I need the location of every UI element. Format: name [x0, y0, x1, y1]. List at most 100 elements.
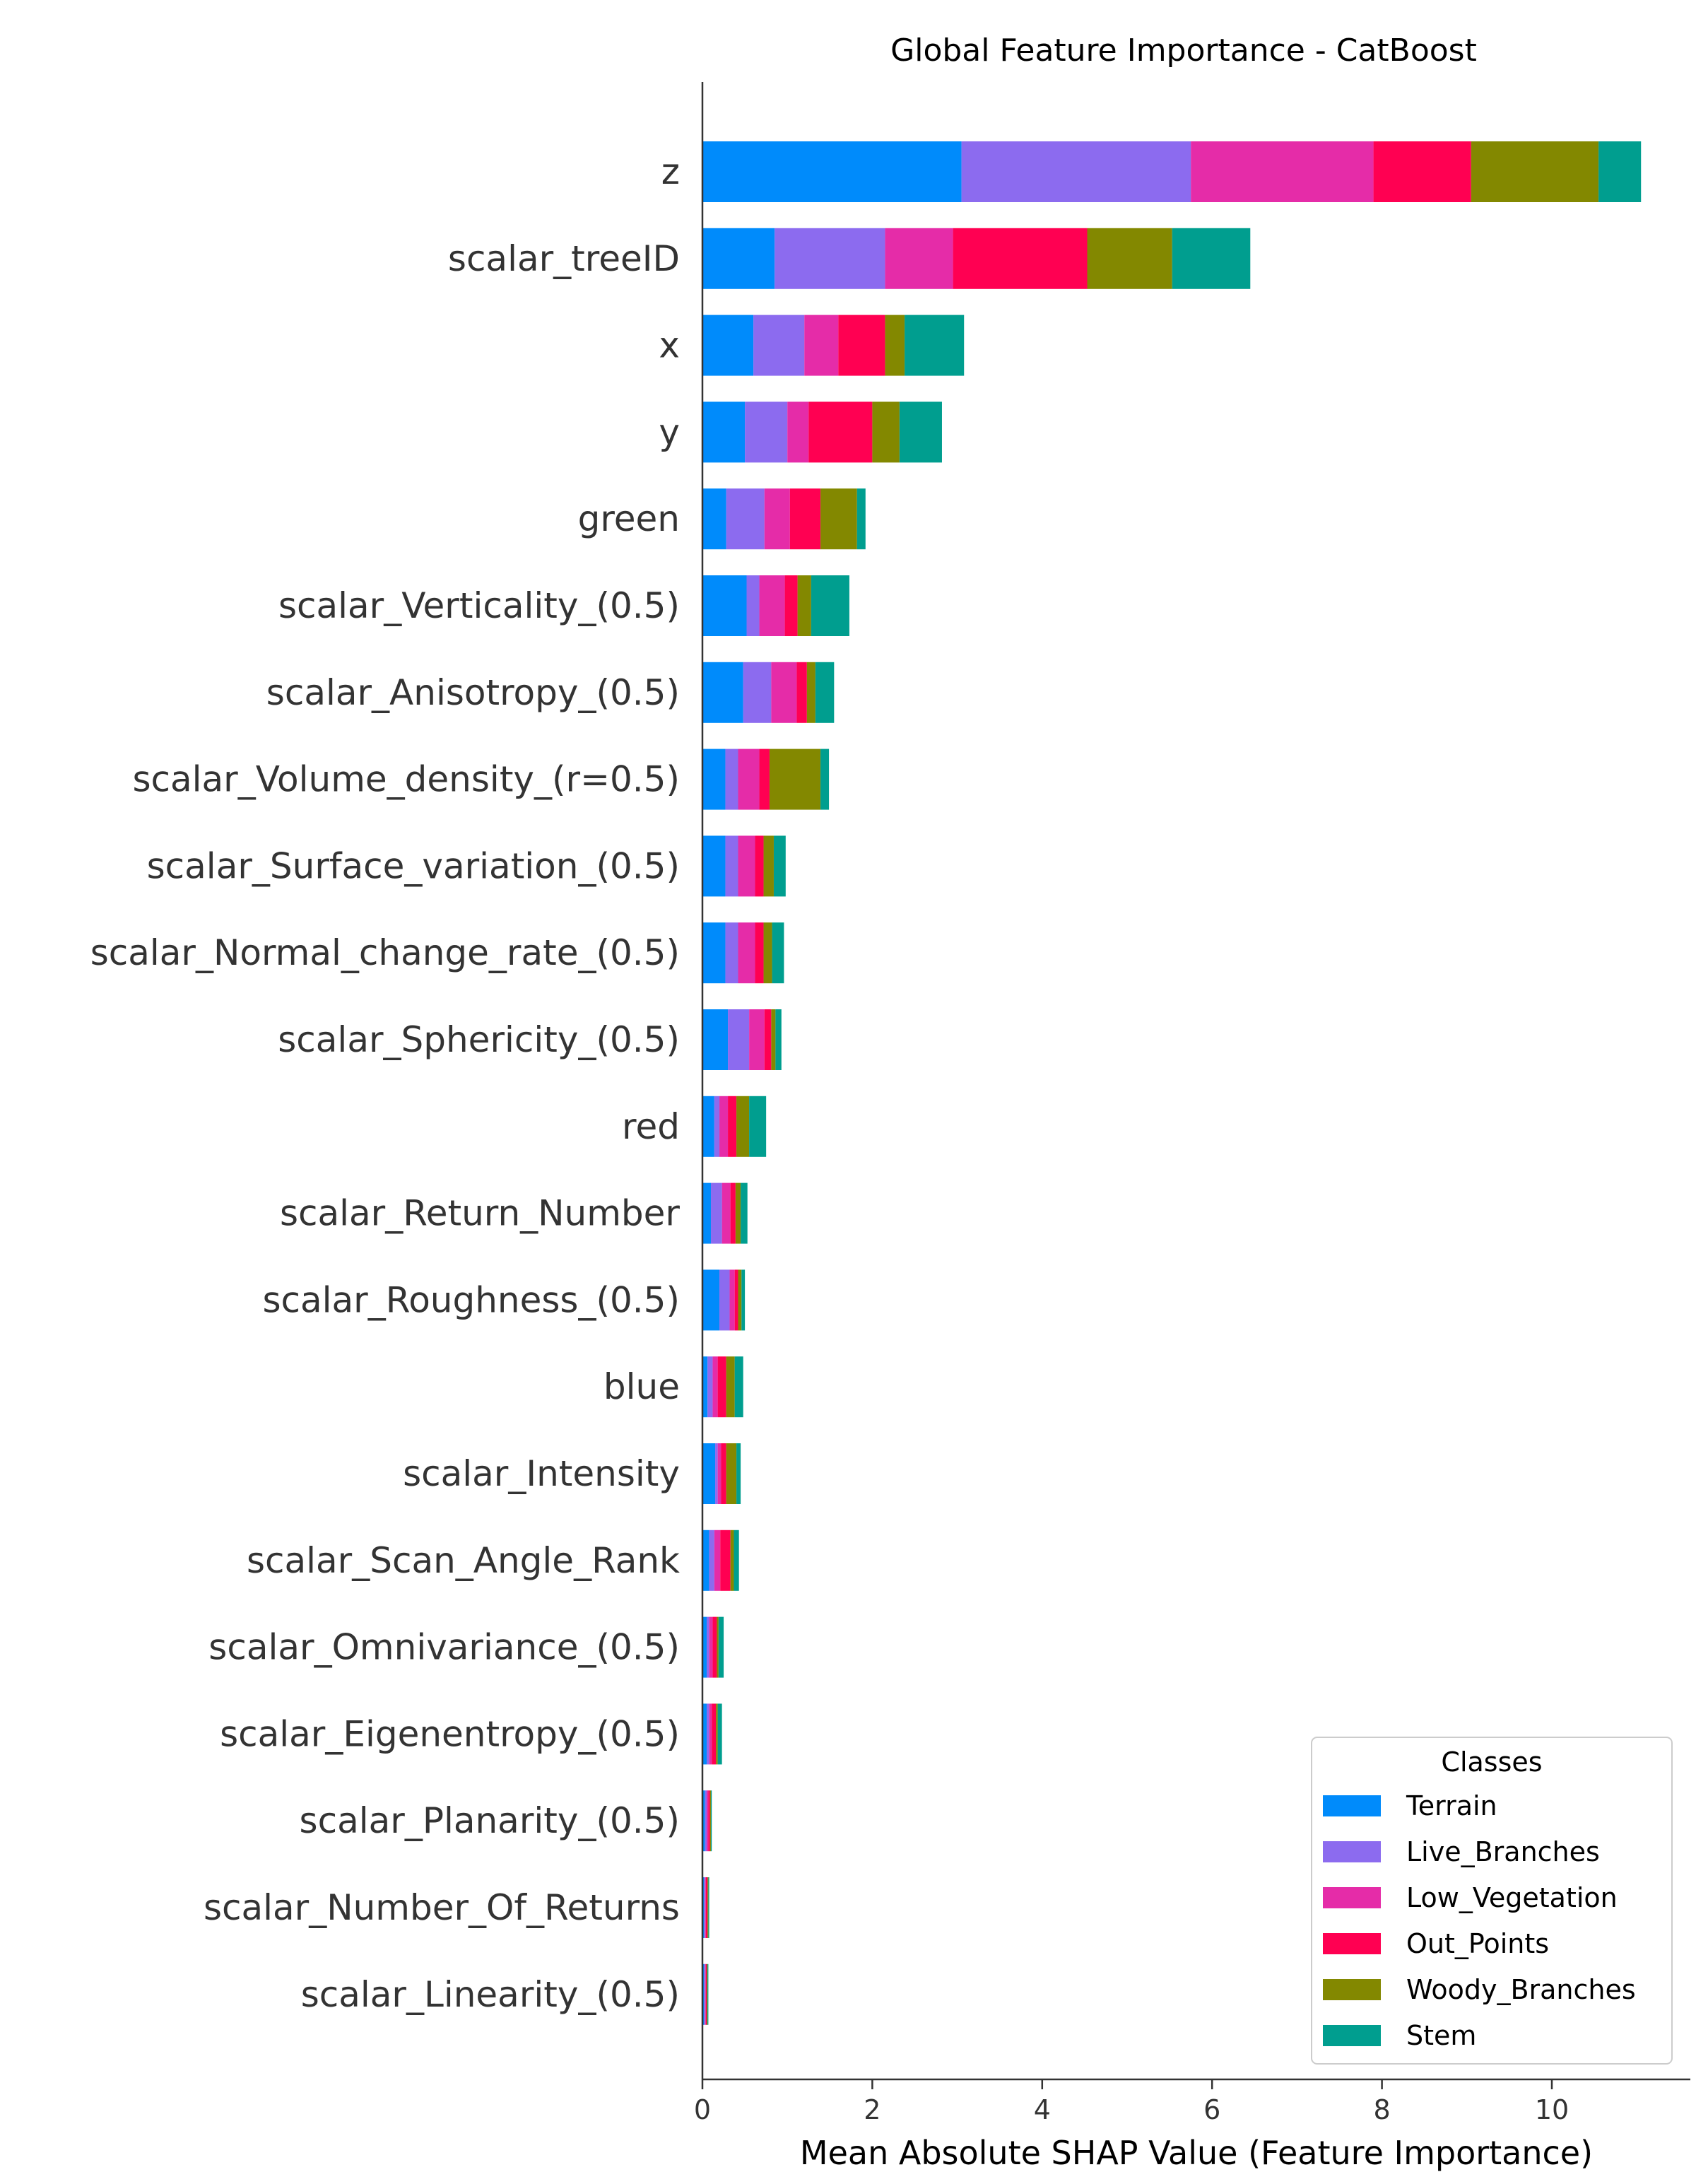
- bar-segment: [709, 1790, 712, 1852]
- bar-segment: [702, 488, 726, 550]
- legend-label: Out_Points: [1406, 1928, 1549, 1959]
- y-tick-label: scalar_Number_Of_Returns: [204, 1887, 680, 1928]
- bar-segment: [953, 228, 1088, 289]
- bar-segment: [715, 1443, 718, 1504]
- y-tick-label: scalar_Verticality_(0.5): [278, 585, 680, 626]
- bar-segment: [726, 488, 765, 550]
- bar-segment: [728, 1096, 737, 1157]
- bar-segment: [702, 401, 746, 463]
- bar-segment: [749, 1096, 767, 1157]
- bar-segment: [714, 1096, 720, 1157]
- bar-segment: [725, 922, 738, 984]
- x-tick-label: 4: [1034, 2094, 1051, 2125]
- bar-segment: [719, 1269, 730, 1331]
- bar-segment: [872, 401, 900, 463]
- x-tick-label: 2: [864, 2094, 881, 2125]
- bar-segment: [773, 835, 786, 897]
- bar-segment: [709, 1703, 712, 1765]
- bar-segment: [755, 922, 764, 984]
- bar-segment: [702, 228, 775, 289]
- y-tick-label: scalar_Anisotropy_(0.5): [266, 672, 680, 713]
- bar-segment: [775, 228, 885, 289]
- bar-segment: [717, 1356, 726, 1418]
- legend-frame: [1311, 1737, 1673, 2065]
- bar-segment: [905, 315, 965, 376]
- bar-segment: [714, 1530, 721, 1591]
- bar-segment: [705, 1790, 707, 1852]
- x-axis-ticks: 0 2 4 6 8 10: [694, 2079, 1569, 2125]
- bar-segment: [725, 748, 738, 810]
- bar-segment: [730, 1182, 736, 1244]
- bar-segment: [716, 1703, 718, 1765]
- bar-segment: [726, 1443, 737, 1504]
- bar-segment: [702, 575, 747, 636]
- bar-segment: [708, 1790, 710, 1852]
- bar-segment: [1598, 141, 1642, 202]
- bar-segment: [808, 401, 873, 463]
- legend: Classes Terrain Live_Branches Low_Vegetati…: [1311, 1737, 1673, 2065]
- y-tick-label: scalar_Volume_density_(r=0.5): [132, 759, 680, 800]
- bar-segment: [717, 1443, 722, 1504]
- bar-segment: [704, 1963, 705, 2025]
- bar-segment: [711, 1790, 712, 1852]
- legend-label: Stem: [1406, 2020, 1476, 2051]
- bar-segment: [746, 575, 760, 636]
- legend-label: Woody_Branches: [1406, 1974, 1636, 2005]
- bar-segment: [738, 922, 755, 984]
- legend-label: Terrain: [1406, 1790, 1497, 1821]
- bar-segment: [712, 1356, 718, 1418]
- bar-segment: [711, 1182, 722, 1244]
- legend-title: Classes: [1441, 1746, 1542, 1778]
- bar-segment: [772, 922, 784, 984]
- bar-segment: [961, 141, 1191, 202]
- bar-segment: [717, 1703, 722, 1765]
- bar-segment: [764, 488, 790, 550]
- bar-segment: [722, 1182, 731, 1244]
- y-tick-label: scalar_Surface_variation_(0.5): [147, 845, 680, 886]
- legend-swatch: [1323, 1979, 1381, 2000]
- bar-segment: [759, 575, 785, 636]
- bar-segment: [771, 1009, 776, 1070]
- y-tick-label: blue: [603, 1366, 680, 1407]
- bar-segment: [885, 315, 905, 376]
- bar-segment: [775, 1009, 782, 1070]
- bar-segment: [736, 1096, 750, 1157]
- y-tick-label: scalar_Eigenentropy_(0.5): [220, 1713, 680, 1754]
- y-tick-label: scalar_Sphericity_(0.5): [278, 1019, 680, 1060]
- x-tick-label: 8: [1374, 2094, 1391, 2125]
- bar-segment: [702, 1616, 707, 1678]
- bar-segment: [806, 662, 815, 723]
- bar-segment: [718, 1616, 724, 1678]
- y-tick-label: scalar_Intensity: [403, 1453, 680, 1494]
- bar-segment: [702, 141, 962, 202]
- bar-segment: [709, 1616, 713, 1678]
- bar-segment: [899, 401, 942, 463]
- bar-segment: [705, 1963, 707, 2025]
- y-tick-label: scalar_Return_Number: [280, 1193, 680, 1234]
- bar-segment: [702, 1269, 720, 1331]
- bar-segment: [707, 1963, 709, 2025]
- bar-segment: [707, 1356, 713, 1418]
- bar-segment: [815, 662, 835, 723]
- bar-segment: [811, 575, 849, 636]
- bar-segment: [702, 1009, 729, 1070]
- bar-segment: [820, 488, 857, 550]
- bar-segment: [743, 662, 772, 723]
- bar-segment: [838, 315, 885, 376]
- y-tick-label: green: [578, 498, 680, 539]
- bar-segment: [1191, 141, 1374, 202]
- bar-segment: [787, 401, 809, 463]
- x-tick-label: 10: [1535, 2094, 1569, 2125]
- bar-segment: [763, 922, 772, 984]
- bar-segment: [709, 1530, 714, 1591]
- bar-segment: [721, 1443, 726, 1504]
- bar-segment: [745, 401, 788, 463]
- bar-segment: [720, 1530, 731, 1591]
- y-tick-label: scalar_Linearity_(0.5): [301, 1974, 680, 2015]
- bar-segment: [796, 662, 807, 723]
- bar-segment: [769, 748, 821, 810]
- y-tick-label: x: [659, 325, 680, 366]
- bar-segment: [726, 1356, 735, 1418]
- bar-segment: [738, 1269, 742, 1331]
